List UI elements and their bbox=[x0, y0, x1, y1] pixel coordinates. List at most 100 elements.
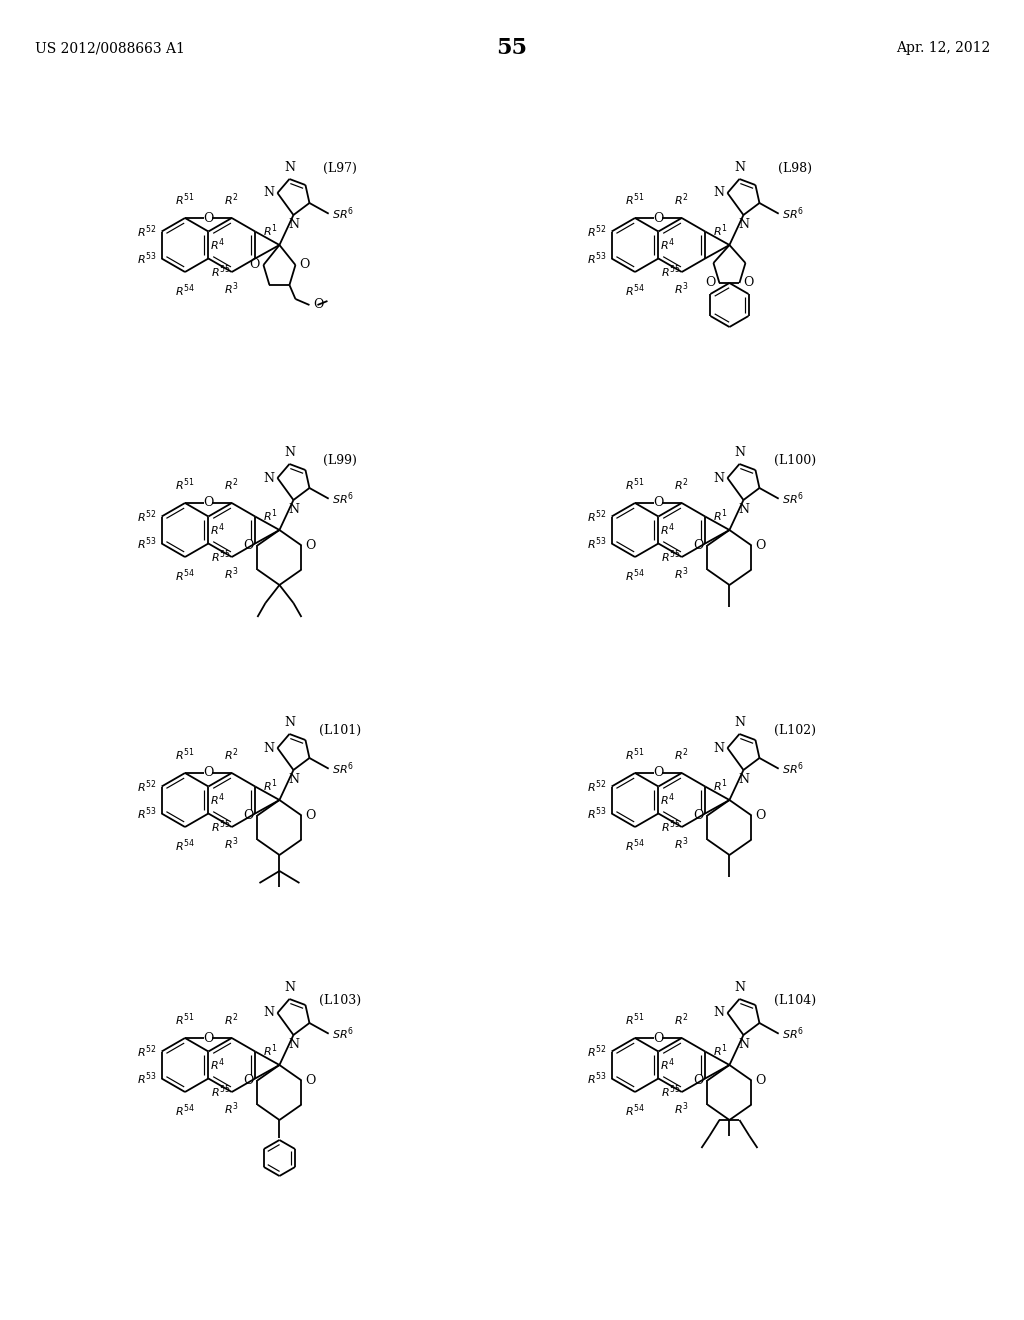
Text: (L101): (L101) bbox=[318, 723, 361, 737]
Text: N: N bbox=[263, 742, 274, 755]
Text: $R^{4}$: $R^{4}$ bbox=[210, 1056, 225, 1073]
Text: $R^{54}$: $R^{54}$ bbox=[625, 1102, 645, 1118]
Text: $R^{52}$: $R^{52}$ bbox=[587, 223, 606, 240]
Text: $R^{2}$: $R^{2}$ bbox=[675, 191, 689, 209]
Text: $R^{52}$: $R^{52}$ bbox=[137, 508, 157, 525]
Text: $SR^{6}$: $SR^{6}$ bbox=[781, 1026, 804, 1041]
Text: $R^{53}$: $R^{53}$ bbox=[587, 535, 606, 552]
Text: $R^{55}$: $R^{55}$ bbox=[211, 818, 231, 836]
Text: O: O bbox=[693, 809, 703, 822]
Text: (L99): (L99) bbox=[323, 454, 357, 466]
Text: $R^{54}$: $R^{54}$ bbox=[175, 837, 195, 854]
Text: $R^{51}$: $R^{51}$ bbox=[175, 1011, 195, 1028]
Text: $R^{4}$: $R^{4}$ bbox=[210, 521, 225, 539]
Text: $R^{4}$: $R^{4}$ bbox=[660, 1056, 676, 1073]
Text: (L102): (L102) bbox=[774, 723, 816, 737]
Text: $R^{3}$: $R^{3}$ bbox=[675, 280, 689, 297]
Text: N: N bbox=[288, 774, 299, 785]
Text: $R^{51}$: $R^{51}$ bbox=[626, 477, 645, 492]
Text: $R^{52}$: $R^{52}$ bbox=[137, 779, 157, 795]
Text: N: N bbox=[714, 186, 724, 199]
Text: $R^{52}$: $R^{52}$ bbox=[587, 1043, 606, 1060]
Text: $R^{1}$: $R^{1}$ bbox=[263, 508, 278, 524]
Text: $R^{53}$: $R^{53}$ bbox=[137, 805, 157, 822]
Text: $R^{1}$: $R^{1}$ bbox=[263, 223, 278, 239]
Text: $R^{3}$: $R^{3}$ bbox=[675, 836, 689, 851]
Text: $R^{53}$: $R^{53}$ bbox=[587, 251, 606, 267]
Text: $R^{2}$: $R^{2}$ bbox=[224, 746, 239, 763]
Text: O: O bbox=[203, 767, 214, 780]
Text: $R^{54}$: $R^{54}$ bbox=[175, 1102, 195, 1118]
Text: O: O bbox=[756, 539, 766, 552]
Text: $R^{1}$: $R^{1}$ bbox=[713, 223, 727, 239]
Text: $R^{53}$: $R^{53}$ bbox=[137, 251, 157, 267]
Text: $R^{52}$: $R^{52}$ bbox=[137, 1043, 157, 1060]
Text: $R^{51}$: $R^{51}$ bbox=[175, 191, 195, 209]
Text: N: N bbox=[263, 1006, 274, 1019]
Text: O: O bbox=[693, 1074, 703, 1086]
Text: O: O bbox=[203, 1031, 214, 1044]
Text: O: O bbox=[706, 276, 716, 289]
Text: $R^{3}$: $R^{3}$ bbox=[224, 280, 240, 297]
Text: $R^{4}$: $R^{4}$ bbox=[210, 236, 225, 253]
Text: N: N bbox=[738, 503, 749, 516]
Text: O: O bbox=[756, 809, 766, 822]
Text: O: O bbox=[313, 298, 324, 312]
Text: $R^{1}$: $R^{1}$ bbox=[713, 777, 727, 795]
Text: N: N bbox=[738, 774, 749, 785]
Text: US 2012/0088663 A1: US 2012/0088663 A1 bbox=[35, 41, 185, 55]
Text: $SR^{6}$: $SR^{6}$ bbox=[332, 760, 353, 777]
Text: $R^{3}$: $R^{3}$ bbox=[224, 565, 240, 582]
Text: $R^{2}$: $R^{2}$ bbox=[675, 746, 689, 763]
Text: O: O bbox=[305, 809, 315, 822]
Text: $R^{1}$: $R^{1}$ bbox=[263, 1043, 278, 1059]
Text: $R^{55}$: $R^{55}$ bbox=[211, 549, 231, 565]
Text: O: O bbox=[653, 211, 664, 224]
Text: $R^{51}$: $R^{51}$ bbox=[626, 746, 645, 763]
Text: $SR^{6}$: $SR^{6}$ bbox=[332, 206, 353, 222]
Text: $R^{4}$: $R^{4}$ bbox=[660, 792, 676, 808]
Text: $R^{54}$: $R^{54}$ bbox=[175, 282, 195, 298]
Text: Apr. 12, 2012: Apr. 12, 2012 bbox=[896, 41, 990, 55]
Text: O: O bbox=[305, 1074, 315, 1086]
Text: $R^{55}$: $R^{55}$ bbox=[211, 1084, 231, 1100]
Text: $R^{55}$: $R^{55}$ bbox=[211, 264, 231, 280]
Text: $R^{3}$: $R^{3}$ bbox=[675, 1100, 689, 1117]
Text: N: N bbox=[714, 471, 724, 484]
Text: $R^{4}$: $R^{4}$ bbox=[660, 521, 676, 539]
Text: $SR^{6}$: $SR^{6}$ bbox=[332, 1026, 353, 1041]
Text: $R^{2}$: $R^{2}$ bbox=[224, 477, 239, 492]
Text: N: N bbox=[714, 1006, 724, 1019]
Text: $R^{54}$: $R^{54}$ bbox=[625, 568, 645, 583]
Text: O: O bbox=[653, 767, 664, 780]
Text: $R^{51}$: $R^{51}$ bbox=[175, 746, 195, 763]
Text: O: O bbox=[756, 1074, 766, 1086]
Text: N: N bbox=[738, 218, 749, 231]
Text: $R^{2}$: $R^{2}$ bbox=[224, 191, 239, 209]
Text: (L104): (L104) bbox=[774, 994, 816, 1006]
Text: O: O bbox=[299, 259, 310, 272]
Text: N: N bbox=[284, 981, 295, 994]
Text: $R^{1}$: $R^{1}$ bbox=[713, 1043, 727, 1059]
Text: N: N bbox=[288, 1038, 299, 1051]
Text: $R^{3}$: $R^{3}$ bbox=[224, 1100, 240, 1117]
Text: $R^{53}$: $R^{53}$ bbox=[587, 805, 606, 822]
Text: O: O bbox=[693, 539, 703, 552]
Text: $SR^{6}$: $SR^{6}$ bbox=[781, 760, 804, 777]
Text: $R^{55}$: $R^{55}$ bbox=[662, 264, 681, 280]
Text: $R^{2}$: $R^{2}$ bbox=[675, 1011, 689, 1028]
Text: O: O bbox=[243, 809, 254, 822]
Text: $R^{51}$: $R^{51}$ bbox=[626, 191, 645, 209]
Text: 55: 55 bbox=[497, 37, 527, 59]
Text: (L98): (L98) bbox=[778, 161, 812, 174]
Text: N: N bbox=[714, 742, 724, 755]
Text: O: O bbox=[249, 259, 259, 272]
Text: $R^{53}$: $R^{53}$ bbox=[587, 1071, 606, 1086]
Text: $R^{4}$: $R^{4}$ bbox=[660, 236, 676, 253]
Text: $R^{55}$: $R^{55}$ bbox=[662, 549, 681, 565]
Text: N: N bbox=[734, 446, 744, 459]
Text: O: O bbox=[743, 276, 754, 289]
Text: O: O bbox=[305, 539, 315, 552]
Text: $R^{4}$: $R^{4}$ bbox=[210, 792, 225, 808]
Text: $R^{53}$: $R^{53}$ bbox=[137, 535, 157, 552]
